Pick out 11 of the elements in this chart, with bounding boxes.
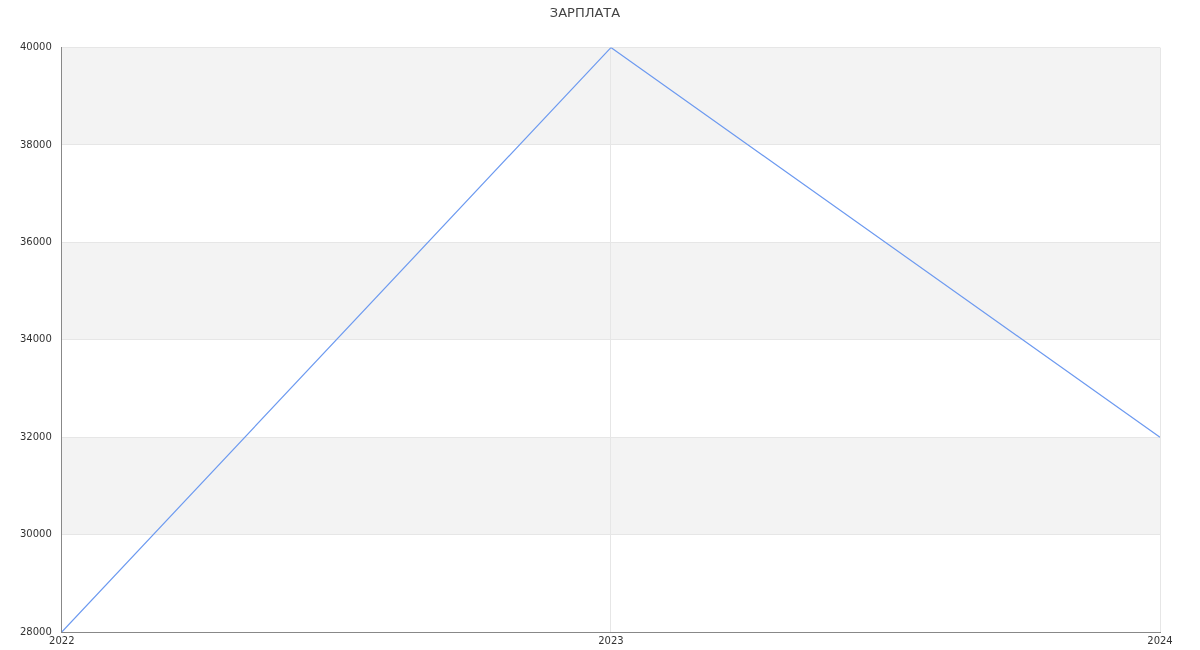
y-tick-label: 40000 — [20, 41, 52, 53]
y-tick-label: 32000 — [20, 430, 52, 442]
y-tick-label: 36000 — [20, 235, 52, 247]
chart-title: ЗАРПЛАТА — [549, 5, 621, 21]
x-tick-label: 2024 — [1147, 634, 1173, 646]
x-tick-label: 2023 — [598, 634, 624, 646]
y-tick-label: 34000 — [20, 333, 52, 345]
y-tick-label: 28000 — [20, 625, 52, 637]
x-tick-label: 2022 — [49, 634, 75, 646]
y-tick-label: 38000 — [20, 138, 52, 150]
y-tick-label: 30000 — [20, 528, 52, 540]
